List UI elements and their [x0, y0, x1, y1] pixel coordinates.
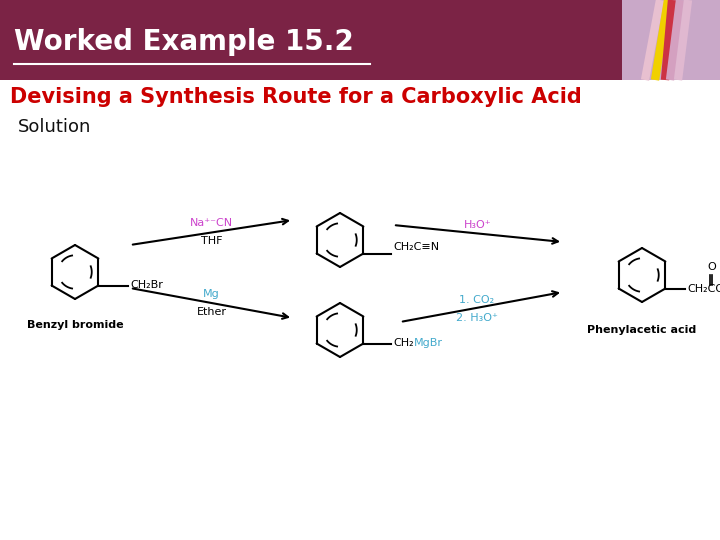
- Text: Devising a Synthesis Route for a Carboxylic Acid: Devising a Synthesis Route for a Carboxy…: [10, 87, 582, 107]
- Bar: [622, 0, 720, 80]
- Text: MgBr: MgBr: [413, 339, 442, 348]
- Text: CH₂: CH₂: [393, 339, 414, 348]
- Text: Worked Example 15.2: Worked Example 15.2: [14, 28, 354, 56]
- Bar: [0, 0, 720, 80]
- Text: H₃O⁺: H₃O⁺: [464, 220, 492, 231]
- Text: Phenylacetic acid: Phenylacetic acid: [588, 325, 697, 335]
- Text: CH₂Br: CH₂Br: [130, 280, 163, 291]
- Text: CH₂COH: CH₂COH: [688, 284, 720, 294]
- Text: Benzyl bromide: Benzyl bromide: [27, 320, 123, 330]
- Text: CH₂C≡N: CH₂C≡N: [393, 242, 439, 253]
- Text: 1. CO₂: 1. CO₂: [459, 295, 494, 305]
- Text: 2. H₃O⁺: 2. H₃O⁺: [456, 313, 498, 323]
- Text: Ether: Ether: [197, 307, 227, 317]
- Text: Solution: Solution: [18, 118, 91, 136]
- Text: Na⁺⁻CN: Na⁺⁻CN: [190, 218, 233, 227]
- Text: THF: THF: [201, 235, 222, 246]
- Text: Mg: Mg: [203, 289, 220, 299]
- Text: O: O: [707, 262, 716, 273]
